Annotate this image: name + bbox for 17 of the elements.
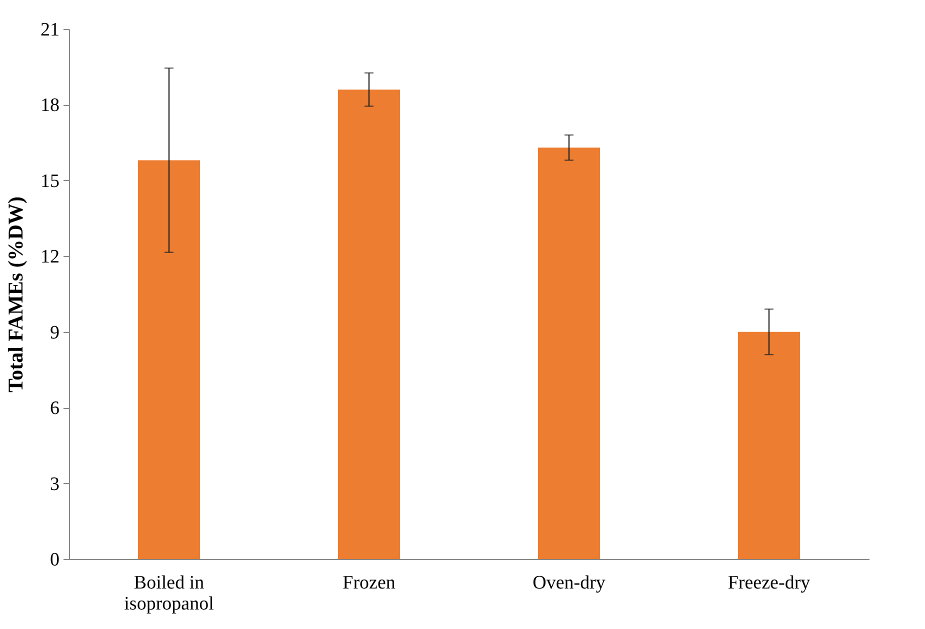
- bar: [338, 90, 400, 559]
- bar: [538, 148, 600, 559]
- x-tick-label: Freeze-dry: [728, 572, 811, 594]
- y-tick-label: 18: [40, 95, 60, 116]
- y-tick-label: 15: [40, 170, 60, 192]
- y-tick-label: 21: [40, 20, 60, 40]
- y-tick-label: 9: [50, 322, 60, 344]
- y-tick-label: 6: [50, 398, 60, 420]
- y-tick-label: 3: [50, 474, 60, 495]
- y-axis-title: Total FAMEs (%DW): [4, 196, 28, 392]
- bar: [138, 160, 200, 559]
- x-tick-label: Frozen: [342, 572, 396, 594]
- x-tick-label: Oven-dry: [532, 572, 606, 594]
- y-tick-label: 0: [50, 550, 60, 570]
- bar: [738, 332, 800, 559]
- x-tick-label: Boiled in isopropanol: [124, 572, 214, 614]
- y-tick-label: 12: [40, 246, 60, 268]
